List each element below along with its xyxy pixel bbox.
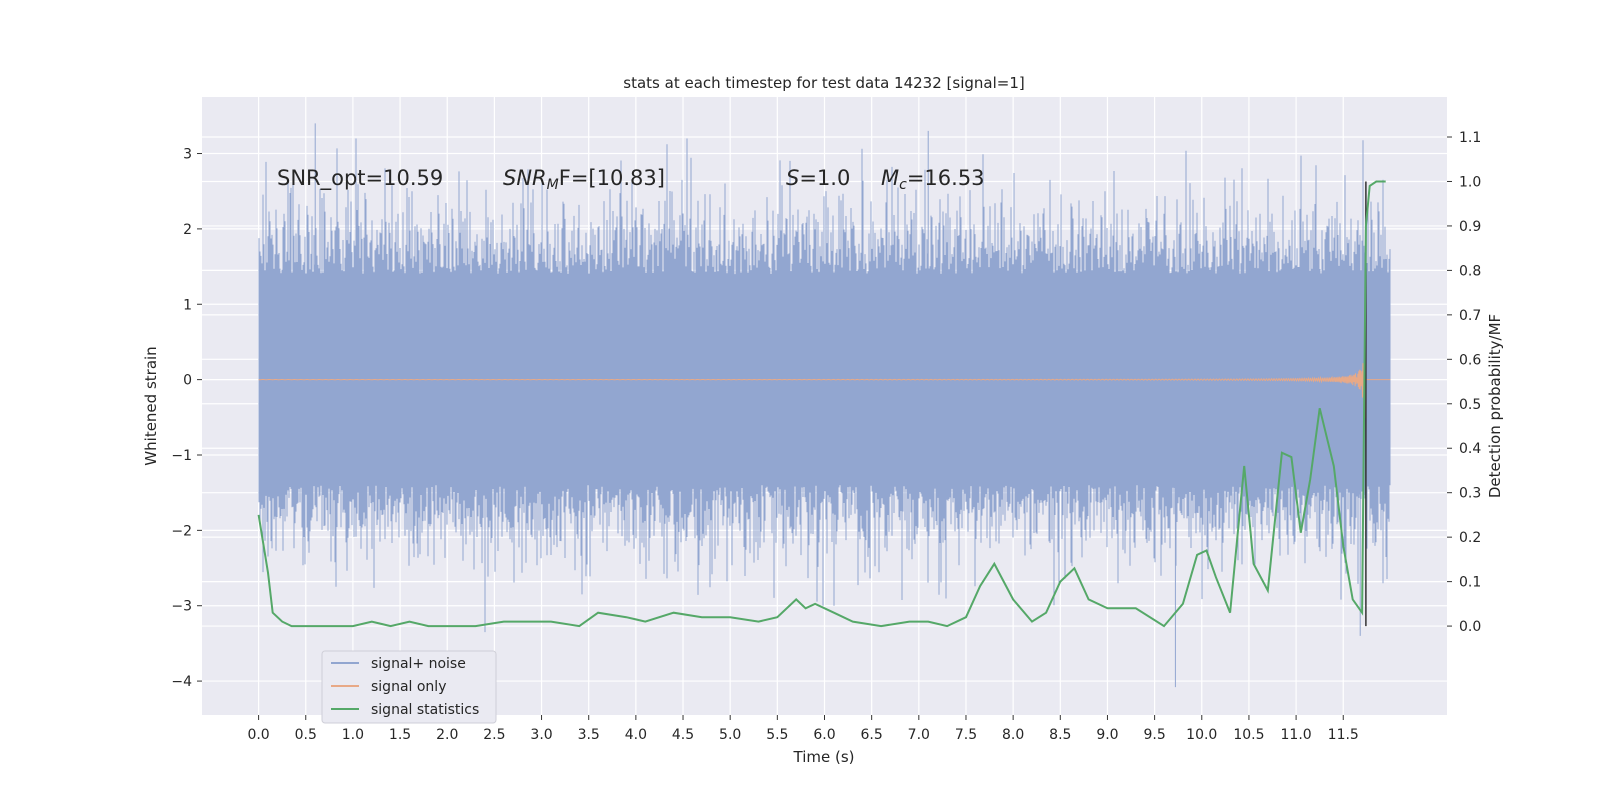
x-tick-label: 2.5 (483, 727, 505, 743)
y-tick-label: −3 (171, 599, 192, 615)
x-tick-label: 11.0 (1281, 727, 1312, 743)
x-axis-label: Time (s) (793, 748, 855, 766)
y2-tick-label: 0.8 (1459, 263, 1481, 279)
annotation-mc-value: =16.53 (907, 166, 985, 190)
annotation-mc-symbol: M (881, 166, 899, 190)
y-tick-label: −4 (171, 674, 192, 690)
x-tick-label: 11.5 (1328, 727, 1359, 743)
annotation-snr-mf: SNRMF=[10.83] (503, 166, 665, 193)
series-layer (257, 123, 1391, 688)
y2-tick-label: 0.7 (1459, 308, 1481, 324)
x-tick-label: 7.0 (908, 727, 930, 743)
x-tick-label: 1.5 (389, 727, 411, 743)
x-tick-label: 8.0 (1002, 727, 1024, 743)
x-tick-label: 10.0 (1186, 727, 1217, 743)
y2-tick-label: 0.9 (1459, 219, 1481, 235)
legend-label-signal-only: signal only (371, 679, 446, 695)
x-tick-label: 9.0 (1096, 727, 1118, 743)
x-tick-label: 7.5 (955, 727, 977, 743)
x-tick-label: 1.0 (342, 727, 364, 743)
y-tick-label: −1 (171, 448, 192, 464)
x-tick-label: 8.5 (1049, 727, 1071, 743)
x-tick-label: 4.5 (672, 727, 694, 743)
y2-tick-label: 0.6 (1459, 352, 1481, 368)
y-tick-label: −2 (171, 523, 192, 539)
legend: signal+ noise signal only signal statist… (321, 650, 497, 724)
y2-tick-label: 1.0 (1459, 174, 1481, 190)
legend-label-signal-statistics: signal statistics (371, 702, 479, 718)
y-axis-left: 3 2 1 0 −1 −2 −3 −4 (171, 147, 202, 690)
annotation-s: S=1.0 (786, 166, 850, 190)
x-tick-label: 0.5 (295, 727, 317, 743)
x-tick-label: 5.5 (766, 727, 788, 743)
y2-tick-label: 0.2 (1459, 530, 1481, 546)
x-tick-label: 5.0 (719, 727, 741, 743)
series-signal-plus-noise (258, 123, 1391, 688)
x-tick-label: 6.0 (813, 727, 835, 743)
y-tick-label: 1 (183, 297, 192, 313)
y-tick-label: 2 (183, 222, 192, 238)
annotation-s-symbol: S (786, 166, 799, 190)
annotation-snr-mf-symbol: SNR (503, 166, 547, 190)
series-signal-statistics (257, 180, 1386, 628)
x-tick-label: 2.0 (436, 727, 458, 743)
x-tick-label: 0.0 (247, 727, 269, 743)
y2-tick-label: 0.5 (1459, 397, 1481, 413)
y2-tick-label: 0.1 (1459, 575, 1481, 591)
annotation-snr-opt: SNR_opt=10.59 (277, 166, 443, 191)
x-tick-label: 6.5 (861, 727, 883, 743)
annotation-s-value: =1.0 (799, 166, 850, 190)
y-tick-label: 3 (183, 147, 192, 163)
legend-label-signal-plus-noise: signal+ noise (371, 656, 466, 672)
x-tick-label: 9.5 (1143, 727, 1165, 743)
annotation-mc-subscript: c (899, 177, 907, 193)
series-signal-only (258, 363, 1391, 419)
x-axis: 0.0 0.5 1.0 1.5 2.0 2.5 3.0 3.5 4.0 4.5 5.0 5.5 6.0 6… (247, 715, 1359, 743)
y-axis-right: 1.1 1.0 0.9 0.8 0.7 0.6 0.5 0.4 0.3 0.2 0.1 0.0 (1447, 130, 1481, 635)
annotation-mc: Mc=16.53 (881, 166, 985, 193)
y2-tick-label: 0.0 (1459, 619, 1481, 635)
annotation-snr-mf-subscript: M (547, 177, 559, 193)
y2-axis-label: Detection probability/MF (1486, 314, 1504, 498)
y2-tick-label: 0.4 (1459, 441, 1481, 457)
legend-box (321, 650, 497, 724)
x-tick-label: 3.5 (578, 727, 600, 743)
y-axis-label: Whitened strain (142, 346, 160, 465)
x-tick-label: 4.0 (625, 727, 647, 743)
y2-tick-label: 0.3 (1459, 486, 1481, 502)
chart-title: stats at each timestep for test data 142… (623, 74, 1024, 92)
y2-tick-label: 1.1 (1459, 130, 1481, 146)
x-tick-label: 3.0 (530, 727, 552, 743)
y-tick-label: 0 (183, 373, 192, 389)
annotation-snr-mf-value: F=[10.83] (559, 166, 665, 190)
x-tick-label: 10.5 (1233, 727, 1264, 743)
